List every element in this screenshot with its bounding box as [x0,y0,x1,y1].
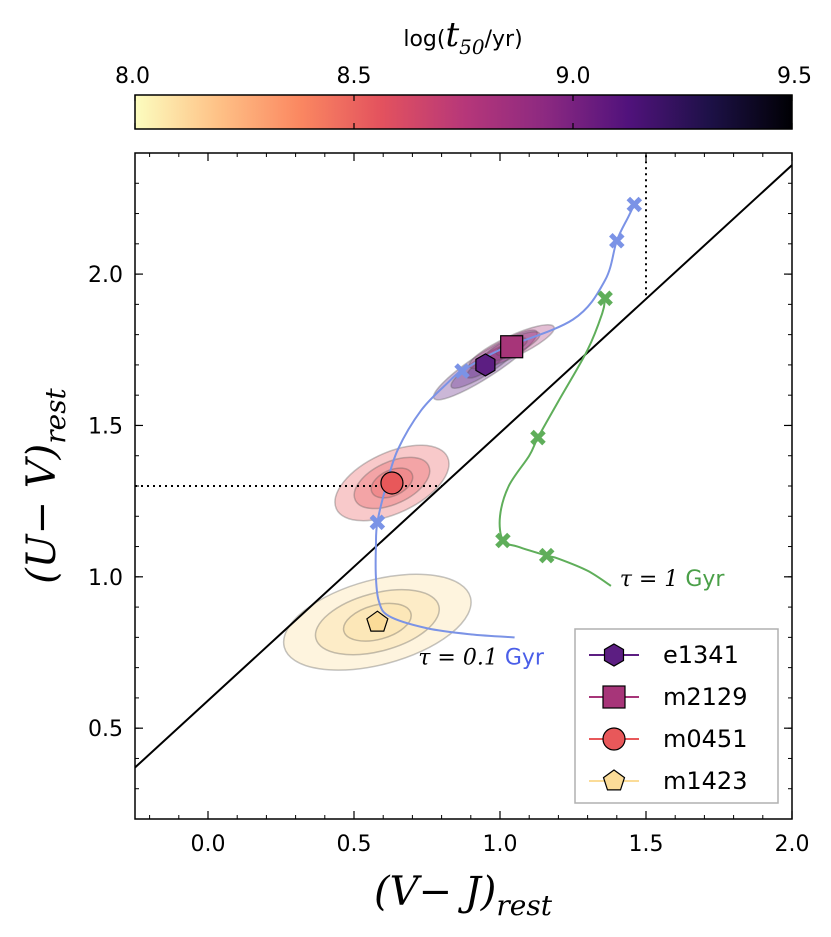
tau_0.1-track-line [374,204,636,639]
x-axis-label: (V− J)rest [374,869,553,922]
tau_0.1-label: τ = 0.1 Gyr [418,646,545,671]
m2129-marker [500,335,524,359]
legend-m2129-marker [602,685,626,709]
x-tick-label: 0.5 [337,832,372,857]
x-tick-label: 2.0 [775,832,810,857]
colorbar-title: log(t50/yr) [403,15,522,59]
legend-label-e1341: e1341 [663,641,739,669]
y-tick-label: 2.0 [88,263,123,288]
x-tick-label: 0.0 [191,832,226,857]
legend-label-m0451: m0451 [663,725,747,753]
legend-label-m1423: m1423 [663,767,747,795]
e1341-marker [475,353,496,377]
m1423-marker [366,610,389,632]
colorbar-tick-label: 8.0 [115,64,150,89]
tau_0.1-age-marker [454,363,470,379]
y-tick-label: 1.0 [88,566,123,591]
tau_1-age-marker [597,290,613,307]
legend-e1341-marker [603,643,625,667]
y-tick-label: 0.5 [88,717,123,742]
colorbar-bar [134,94,793,130]
x-tick-label: 1.0 [483,832,518,857]
tau_1-age-marker [530,429,546,446]
colorbar-tick-label: 9.5 [777,64,812,89]
colorbar-tick-label: 8.5 [337,64,372,89]
tau_0.1-age-marker [609,233,625,249]
tau_0.1-age-marker [626,196,643,213]
legend-label-m2129: m2129 [663,683,747,711]
tau_1-age-marker [495,532,511,549]
y-axis-label: (U− V)rest [19,387,72,583]
tau_1-track-line [498,298,612,587]
m0451-marker [380,471,404,495]
tau_1-label: τ = 1 Gyr [620,567,726,592]
x-tick-label: 1.5 [629,832,664,857]
legend-m1423-marker [602,769,626,791]
tau_0.1-age-marker [369,514,386,531]
legend-m0451-marker [602,727,626,751]
y-tick-label: 1.5 [88,414,123,439]
colorbar-tick-label: 9.0 [556,64,591,89]
quiescent-selection-line [135,164,792,769]
tau_1-age-marker [538,547,555,564]
legend: e1341 m2129 m0451 m1423 [574,628,779,804]
colorbar: log(t50/yr) 8.0 8.5 9.0 9.5 [115,15,812,130]
